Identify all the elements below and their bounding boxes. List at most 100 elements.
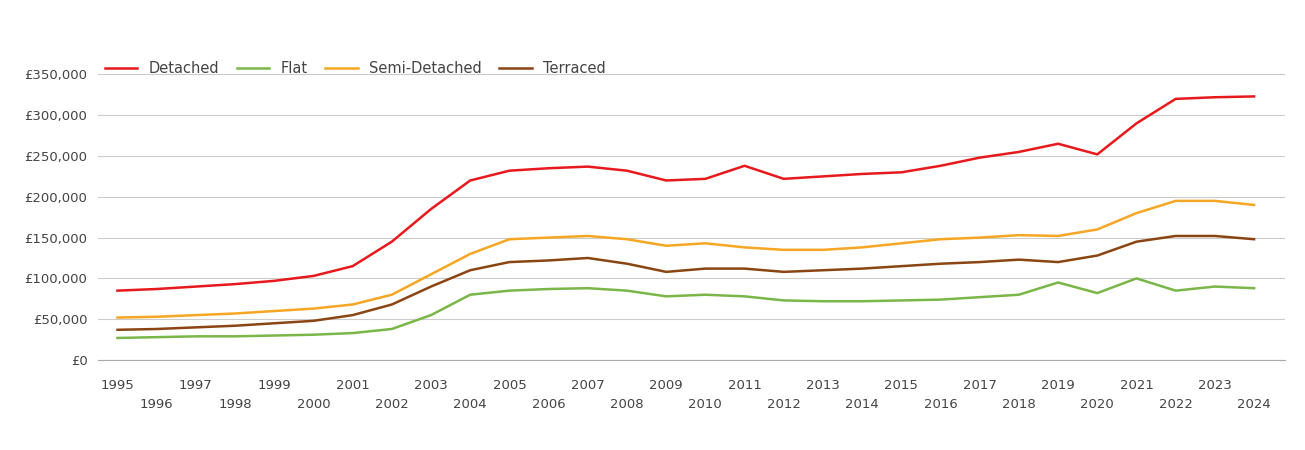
Text: 2003: 2003 (414, 379, 448, 392)
Terraced (658, 269, 673, 274)
Flat (1207, 284, 1223, 289)
Terraced (501, 259, 517, 265)
Detached (972, 155, 988, 160)
Semi-Detached (1051, 233, 1066, 238)
Flat (110, 335, 125, 341)
Flat (462, 292, 478, 297)
Flat (1090, 290, 1105, 296)
Detached (266, 278, 282, 284)
Semi-Detached (266, 308, 282, 314)
Text: 2016: 2016 (924, 397, 958, 410)
Terraced (384, 302, 399, 307)
Detached (1246, 94, 1262, 99)
Detached (658, 178, 673, 183)
Detached (816, 174, 831, 179)
Detached (1051, 141, 1066, 146)
Semi-Detached (1011, 233, 1027, 238)
Flat (540, 286, 556, 292)
Terraced (933, 261, 949, 266)
Semi-Detached (933, 237, 949, 242)
Detached (384, 239, 399, 244)
Detached (540, 166, 556, 171)
Detached (1090, 152, 1105, 157)
Semi-Detached (1090, 227, 1105, 232)
Semi-Detached (1129, 211, 1144, 216)
Flat (933, 297, 949, 302)
Flat (1246, 285, 1262, 291)
Flat (698, 292, 714, 297)
Detached (619, 168, 634, 173)
Semi-Detached (894, 241, 910, 246)
Flat (1129, 276, 1144, 281)
Detached (423, 207, 438, 212)
Detached (462, 178, 478, 183)
Text: 2007: 2007 (570, 379, 604, 392)
Flat (384, 326, 399, 332)
Flat (501, 288, 517, 293)
Detached (1168, 96, 1184, 102)
Line: Detached: Detached (117, 96, 1254, 291)
Semi-Detached (737, 245, 753, 250)
Semi-Detached (540, 235, 556, 240)
Text: 2017: 2017 (963, 379, 997, 392)
Terraced (423, 284, 438, 289)
Terraced (345, 312, 360, 318)
Detached (894, 170, 910, 175)
Text: 2013: 2013 (806, 379, 840, 392)
Flat (972, 294, 988, 300)
Terraced (737, 266, 753, 271)
Semi-Detached (776, 247, 792, 252)
Line: Semi-Detached: Semi-Detached (117, 201, 1254, 318)
Semi-Detached (227, 311, 243, 316)
Detached (188, 284, 204, 289)
Text: 2022: 2022 (1159, 397, 1193, 410)
Terraced (894, 263, 910, 269)
Terraced (816, 268, 831, 273)
Terraced (110, 327, 125, 333)
Detached (501, 168, 517, 173)
Terraced (1207, 233, 1223, 238)
Text: 2005: 2005 (492, 379, 526, 392)
Semi-Detached (816, 247, 831, 252)
Flat (305, 332, 321, 338)
Terraced (855, 266, 870, 271)
Terraced (1246, 237, 1262, 242)
Line: Terraced: Terraced (117, 236, 1254, 330)
Text: 2010: 2010 (689, 397, 722, 410)
Text: 1996: 1996 (140, 397, 174, 410)
Detached (776, 176, 792, 181)
Detached (1207, 94, 1223, 100)
Text: 2021: 2021 (1120, 379, 1154, 392)
Terraced (305, 318, 321, 324)
Detached (227, 281, 243, 287)
Text: 1995: 1995 (100, 379, 134, 392)
Text: 2018: 2018 (1002, 397, 1036, 410)
Semi-Detached (188, 312, 204, 318)
Text: 1997: 1997 (179, 379, 213, 392)
Text: 2012: 2012 (767, 397, 801, 410)
Semi-Detached (149, 314, 164, 319)
Text: 2024: 2024 (1237, 397, 1271, 410)
Semi-Detached (462, 251, 478, 256)
Flat (658, 294, 673, 299)
Detached (698, 176, 714, 181)
Line: Flat: Flat (117, 279, 1254, 338)
Legend: Detached, Flat, Semi-Detached, Terraced: Detached, Flat, Semi-Detached, Terraced (106, 61, 606, 76)
Detached (1011, 149, 1027, 155)
Text: 1998: 1998 (218, 397, 252, 410)
Semi-Detached (1168, 198, 1184, 203)
Terraced (149, 326, 164, 332)
Semi-Detached (345, 302, 360, 307)
Semi-Detached (423, 272, 438, 277)
Semi-Detached (501, 237, 517, 242)
Text: 2009: 2009 (650, 379, 683, 392)
Flat (345, 330, 360, 336)
Flat (894, 298, 910, 303)
Detached (345, 263, 360, 269)
Text: 2015: 2015 (885, 379, 919, 392)
Flat (266, 333, 282, 338)
Semi-Detached (384, 292, 399, 297)
Terraced (698, 266, 714, 271)
Detached (933, 163, 949, 168)
Text: 2008: 2008 (611, 397, 643, 410)
